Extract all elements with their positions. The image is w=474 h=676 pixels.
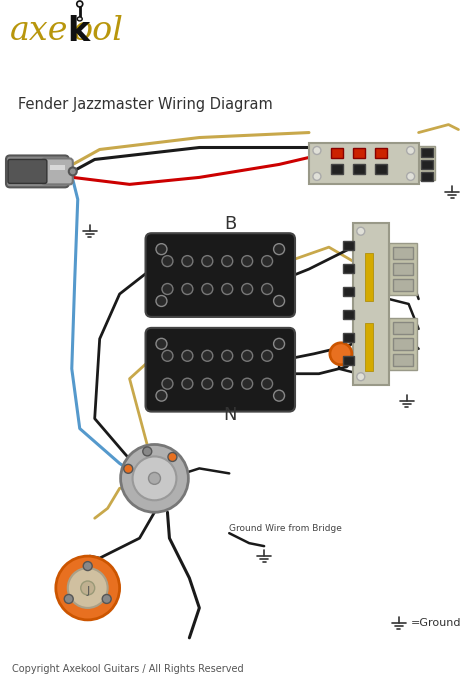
- Circle shape: [262, 283, 273, 295]
- Circle shape: [202, 283, 213, 295]
- FancyBboxPatch shape: [8, 160, 47, 183]
- Bar: [331, 149, 343, 158]
- Circle shape: [120, 445, 188, 512]
- Bar: [420, 149, 433, 158]
- Text: Fender Jazzmaster Wiring Diagram: Fender Jazzmaster Wiring Diagram: [18, 97, 273, 112]
- Circle shape: [156, 390, 167, 401]
- Circle shape: [182, 283, 193, 295]
- Bar: [343, 356, 354, 365]
- Circle shape: [202, 256, 213, 266]
- Circle shape: [156, 243, 167, 255]
- Bar: [353, 223, 389, 385]
- Bar: [389, 318, 417, 370]
- Text: axe: axe: [10, 15, 68, 47]
- Circle shape: [357, 372, 365, 381]
- Bar: [353, 164, 365, 174]
- Bar: [419, 147, 435, 180]
- Circle shape: [407, 147, 415, 155]
- Text: Copyright Axekool Guitars / All Rights Reserved: Copyright Axekool Guitars / All Rights R…: [12, 664, 244, 674]
- Ellipse shape: [77, 17, 82, 21]
- Circle shape: [357, 227, 365, 235]
- Circle shape: [162, 283, 173, 295]
- Bar: [331, 164, 343, 174]
- Circle shape: [242, 350, 253, 361]
- Circle shape: [133, 456, 176, 500]
- Circle shape: [162, 378, 173, 389]
- Text: B: B: [224, 215, 237, 233]
- Bar: [389, 243, 417, 295]
- Circle shape: [56, 556, 119, 620]
- Bar: [309, 143, 419, 185]
- Bar: [343, 241, 354, 250]
- Circle shape: [143, 447, 152, 456]
- Bar: [343, 287, 354, 296]
- Text: N: N: [223, 406, 237, 424]
- Circle shape: [64, 594, 73, 604]
- Bar: [365, 323, 373, 370]
- Circle shape: [202, 350, 213, 361]
- Circle shape: [330, 343, 352, 365]
- Circle shape: [77, 1, 83, 7]
- Circle shape: [162, 256, 173, 266]
- Circle shape: [242, 256, 253, 266]
- Circle shape: [83, 562, 92, 571]
- FancyBboxPatch shape: [146, 233, 295, 317]
- Bar: [343, 333, 354, 342]
- Circle shape: [273, 390, 284, 401]
- Text: =Ground: =Ground: [410, 618, 461, 628]
- Bar: [50, 166, 65, 170]
- Circle shape: [262, 350, 273, 361]
- Circle shape: [242, 378, 253, 389]
- Circle shape: [124, 464, 133, 473]
- Circle shape: [182, 350, 193, 361]
- Circle shape: [162, 350, 173, 361]
- Bar: [353, 149, 365, 158]
- Circle shape: [222, 283, 233, 295]
- Bar: [392, 247, 412, 259]
- Circle shape: [222, 256, 233, 266]
- Circle shape: [222, 350, 233, 361]
- Circle shape: [68, 568, 108, 608]
- Bar: [343, 310, 354, 319]
- Bar: [375, 164, 387, 174]
- Circle shape: [313, 172, 321, 180]
- Circle shape: [313, 147, 321, 155]
- Circle shape: [168, 452, 177, 462]
- FancyBboxPatch shape: [6, 155, 69, 187]
- Circle shape: [273, 339, 284, 349]
- Bar: [392, 322, 412, 334]
- Circle shape: [182, 256, 193, 266]
- Text: k: k: [67, 15, 89, 48]
- Circle shape: [81, 581, 95, 595]
- Circle shape: [148, 473, 161, 484]
- Text: ool: ool: [73, 15, 124, 47]
- Bar: [420, 172, 433, 181]
- Circle shape: [156, 339, 167, 349]
- Circle shape: [242, 283, 253, 295]
- Circle shape: [202, 378, 213, 389]
- Circle shape: [222, 378, 233, 389]
- Circle shape: [156, 295, 167, 306]
- Circle shape: [69, 168, 77, 175]
- Circle shape: [407, 172, 415, 180]
- Bar: [392, 354, 412, 366]
- FancyBboxPatch shape: [42, 158, 73, 185]
- Bar: [375, 149, 387, 158]
- Bar: [365, 253, 373, 301]
- Circle shape: [262, 378, 273, 389]
- Bar: [343, 264, 354, 273]
- Text: J: J: [86, 586, 89, 596]
- Bar: [392, 279, 412, 291]
- Circle shape: [273, 295, 284, 306]
- Circle shape: [102, 594, 111, 604]
- Text: Ground Wire from Bridge: Ground Wire from Bridge: [229, 524, 342, 533]
- FancyBboxPatch shape: [146, 328, 295, 412]
- Circle shape: [262, 256, 273, 266]
- Circle shape: [182, 378, 193, 389]
- Bar: [420, 160, 433, 170]
- Circle shape: [273, 243, 284, 255]
- Bar: [392, 263, 412, 275]
- Bar: [392, 338, 412, 349]
